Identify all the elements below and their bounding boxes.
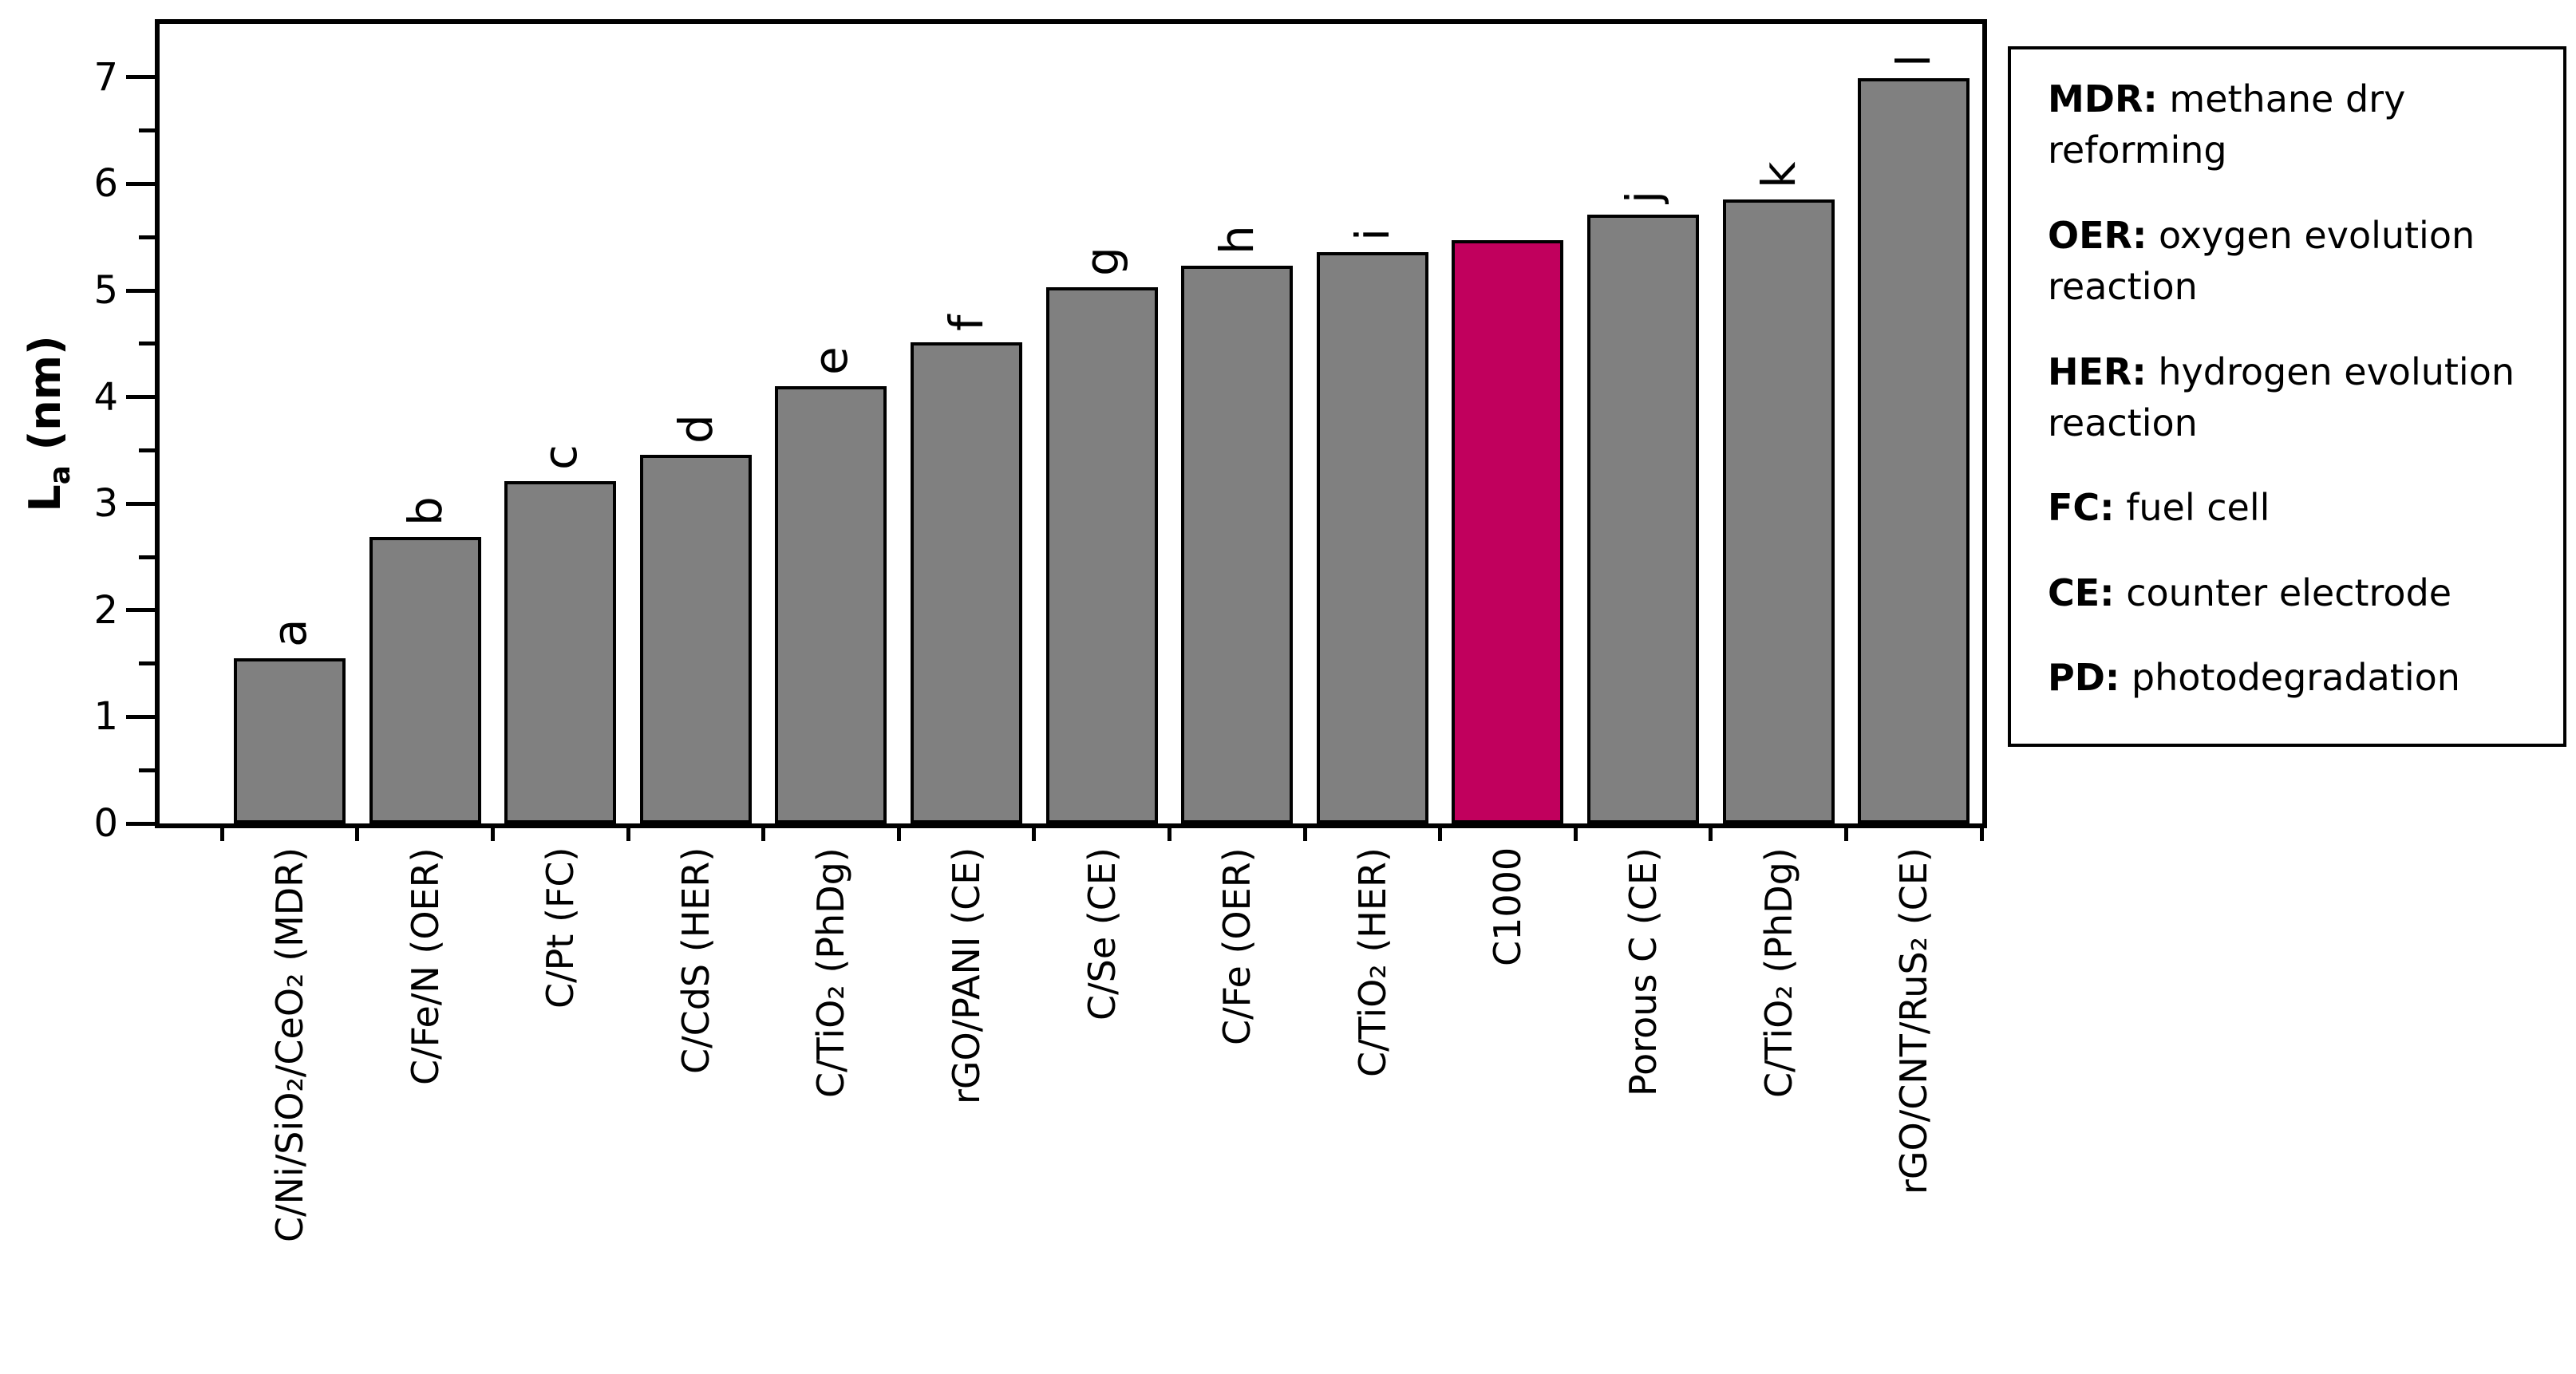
x-category-label: C/CdS (HER)	[674, 847, 717, 1075]
legend-entry: HER: hydrogen evolution reaction	[2048, 346, 2527, 449]
x-axis-tick	[355, 823, 360, 841]
y-axis-tick-label: 6	[93, 161, 118, 207]
x-axis-tick	[1302, 823, 1307, 841]
bar	[234, 657, 346, 823]
y-axis-tick-label: 4	[93, 374, 118, 420]
bar-letter-label: k	[1751, 161, 1806, 189]
x-category-label: C/TiO₂ (PhDg)	[809, 847, 853, 1098]
y-axis-tick-label: 2	[93, 587, 118, 633]
y-axis-minor-tick	[139, 128, 155, 133]
y-axis-major-tick	[126, 395, 155, 400]
bar	[504, 481, 617, 823]
y-axis-tick-label: 7	[93, 54, 118, 100]
bar	[1722, 199, 1835, 823]
x-category-label: C/Se (CE)	[1080, 847, 1124, 1021]
bar-letter-label: e	[804, 346, 859, 376]
y-axis-minor-tick	[139, 768, 155, 772]
y-axis-major-tick	[126, 501, 155, 506]
x-category-label: C/Pt (FC)	[539, 847, 583, 1009]
bar	[1316, 251, 1428, 823]
legend-definition: fuel cell	[2126, 486, 2270, 530]
x-category-label: C/Fe/N (OER)	[403, 847, 447, 1085]
x-category-label: rGO/CNT/RuS₂ (CE)	[1892, 847, 1936, 1194]
y-axis-major-tick	[126, 288, 155, 293]
bar	[1858, 78, 1970, 823]
x-axis-tick	[761, 823, 766, 841]
bar	[1045, 286, 1158, 823]
y-axis-tick-label: 3	[93, 481, 118, 527]
bar-letter-label: g	[1074, 247, 1129, 276]
y-axis-minor-tick	[139, 661, 155, 666]
x-category-label: rGO/PANI (CE)	[945, 847, 988, 1105]
y-axis-tick-label: 0	[93, 801, 118, 846]
legend-abbr: HER:	[2048, 349, 2147, 393]
y-axis-major-tick	[126, 75, 155, 80]
legend-abbr: MDR:	[2048, 77, 2158, 120]
x-category-label: C/TiO₂ (PhDg)	[1756, 847, 1800, 1098]
legend-box: MDR: methane dry reforming OER: oxygen e…	[2008, 46, 2566, 747]
legend-definition: oxygen evolution reaction	[2048, 213, 2475, 309]
legend-abbr: OER:	[2048, 213, 2147, 257]
y-axis-major-tick	[126, 181, 155, 186]
y-axis-minor-tick	[139, 555, 155, 559]
x-axis-tick	[1843, 823, 1848, 841]
y-axis-tick-label: 5	[93, 268, 118, 313]
bar	[911, 342, 1022, 823]
bar-letter-label: j	[1616, 191, 1670, 204]
bar	[775, 386, 887, 823]
y-axis-minor-tick	[139, 448, 155, 452]
bar-letter-label: f	[939, 315, 994, 332]
bar-letter-label: h	[1210, 225, 1265, 255]
bar-letter-label: b	[397, 496, 452, 526]
x-axis-tick	[219, 823, 224, 841]
bar	[369, 536, 481, 823]
legend-entry: OER: oxygen evolution reaction	[2048, 210, 2527, 313]
x-axis-tick	[626, 823, 630, 841]
legend-abbr: CE:	[2048, 571, 2115, 614]
x-axis-tick	[1979, 823, 1984, 841]
x-category-label: Porous C (CE)	[1622, 847, 1665, 1096]
plot-area: 0 1 2 3 4 5 6 7 a C/Ni/SiO₂/CeO₂ (MDR) b C/Fe/N (OE…	[93, 19, 1987, 1242]
y-axis-major-tick	[126, 821, 155, 826]
legend-abbr: FC:	[2048, 486, 2115, 530]
legend-abbr: PD:	[2048, 656, 2120, 700]
y-axis-minor-tick	[139, 342, 155, 346]
legend-definition: photodegradation	[2131, 656, 2460, 700]
legend-definition: counter electrode	[2126, 571, 2452, 614]
x-axis-tick	[1167, 823, 1171, 841]
x-category-label: C/Ni/SiO₂/CeO₂ (MDR)	[268, 847, 311, 1243]
y-axis-minor-tick	[139, 235, 155, 239]
bar-letter-label: d	[668, 413, 723, 444]
legend-entry: PD: photodegradation	[2048, 652, 2527, 703]
bar	[1587, 215, 1699, 823]
y-axis-tick-label: 1	[93, 694, 118, 740]
x-axis-tick	[896, 823, 901, 841]
legend-definition: methane dry reforming	[2048, 77, 2406, 172]
y-axis-major-tick	[126, 714, 155, 719]
legend-entry: MDR: methane dry reforming	[2048, 73, 2527, 176]
x-axis-tick	[1032, 823, 1037, 841]
legend-entry: FC: fuel cell	[2048, 482, 2527, 533]
bar-letter-label: a	[263, 618, 317, 647]
legend-definition: hydrogen evolution reaction	[2048, 349, 2515, 444]
x-axis-tick	[490, 823, 495, 841]
x-axis-tick	[1709, 823, 1713, 841]
bar-letter-label: l	[1887, 54, 1942, 68]
bar	[1452, 240, 1564, 823]
bar	[639, 454, 752, 823]
bar-letter-label: c	[533, 444, 588, 471]
x-axis-tick	[1438, 823, 1443, 841]
legend-entry: CE: counter electrode	[2048, 567, 2527, 618]
x-axis-tick	[1573, 823, 1578, 841]
x-category-label: C1000	[1486, 847, 1530, 967]
bar-letter-label: i	[1345, 227, 1400, 241]
bar	[1181, 266, 1294, 823]
x-category-label: C/Fe (OER)	[1215, 847, 1259, 1045]
y-axis-major-tick	[126, 608, 155, 613]
x-category-label: C/TiO₂ (HER)	[1350, 847, 1394, 1077]
